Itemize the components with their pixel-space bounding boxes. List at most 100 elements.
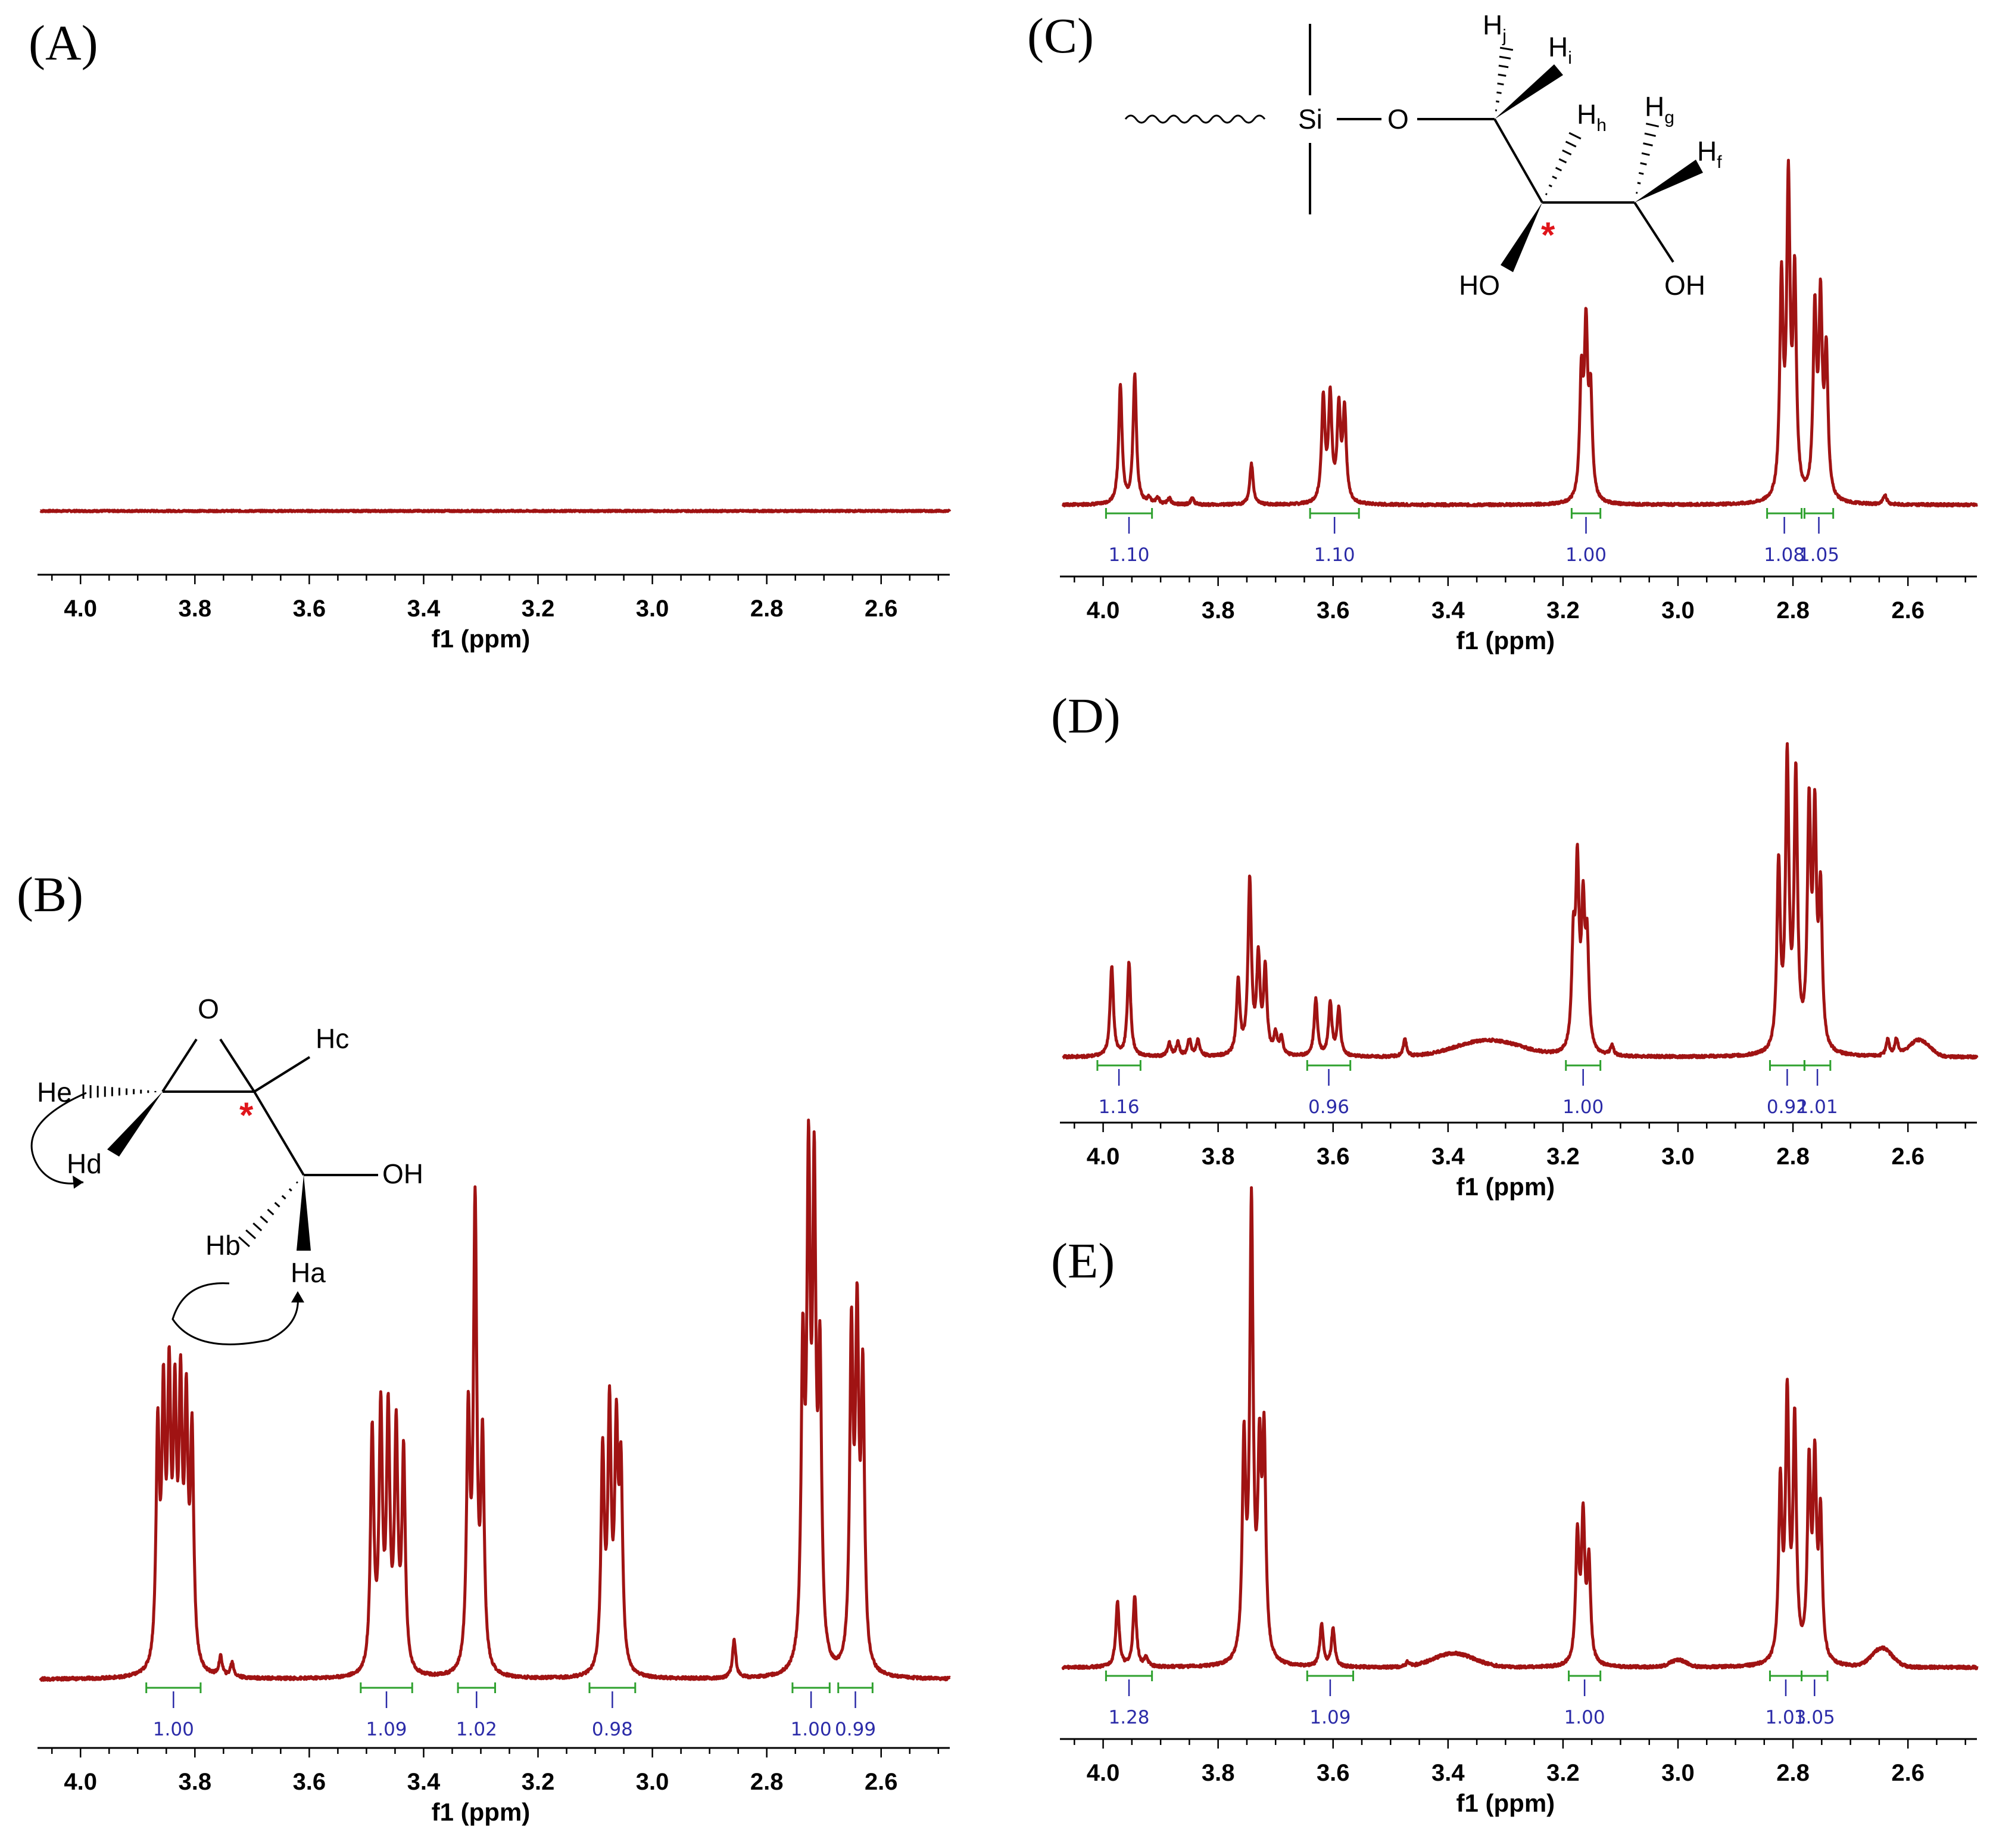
integral-value: 0.98	[592, 1719, 633, 1740]
stereocenter-star-c: *	[1541, 215, 1555, 255]
tick-label: 3.8	[1202, 597, 1235, 624]
tick-label: 3.4	[1431, 597, 1465, 624]
integral-d-3: 1.00	[1562, 1060, 1604, 1118]
integral-value: 1.00	[1564, 1707, 1605, 1728]
hash-bond-hj	[1495, 46, 1514, 111]
tick-label: 4.0	[1087, 1760, 1120, 1786]
integral-c-5: 1.05	[1798, 508, 1839, 566]
x-axis-title: f1 (ppm)	[432, 625, 531, 653]
tick-label: 3.4	[407, 596, 441, 622]
integral-b-2: 1.09	[360, 1682, 413, 1740]
integral-e-3: 1.00	[1564, 1671, 1605, 1728]
integral-c-1: 1.10	[1105, 508, 1153, 566]
hash-bond-hh	[1545, 132, 1582, 195]
integral-value: 1.00	[1565, 544, 1607, 566]
atom-hb: Hb	[205, 1230, 241, 1261]
panel-label-c: (C)	[1027, 8, 1094, 64]
integral-value: 1.05	[1794, 1707, 1835, 1728]
tick-label: 3.0	[1661, 1143, 1695, 1170]
tick-label: 4.0	[1087, 1143, 1120, 1170]
spectrum-line-a	[39, 509, 952, 513]
tick-label: 2.6	[1891, 597, 1925, 624]
tick-label: 2.8	[750, 1769, 784, 1795]
x-axis-e: 4.0 3.8 3.6 3.4 3.2 3.0 2.8 2.6 f1 (ppm)	[1060, 1738, 1977, 1817]
integral-value: 1.16	[1099, 1096, 1140, 1118]
tick-label: 2.8	[1776, 1760, 1810, 1786]
tick-label: 2.8	[1776, 597, 1810, 624]
integral-b-1: 1.00	[145, 1682, 202, 1740]
tick-label: 3.4	[1431, 1143, 1465, 1170]
panel-label-b: (B)	[17, 867, 83, 923]
panel-label-d: (D)	[1051, 688, 1121, 744]
tick-label: 2.6	[865, 596, 898, 622]
panel-c-spectrum: (C) 1.10 1.10 1.00 1.081.05 4.0 3.8 3.6 3.4 3.2 3.…	[1027, 8, 1978, 655]
tick-label: 2.8	[750, 596, 784, 622]
x-axis-title: f1 (ppm)	[1456, 627, 1555, 655]
atom-o-ether: O	[1387, 104, 1409, 135]
tick-label: 2.6	[1891, 1760, 1925, 1786]
structure-c-diol	[1124, 24, 1703, 272]
tick-label: 3.6	[1317, 597, 1350, 624]
atom-ho: HO	[1459, 270, 1500, 301]
tick-label: 3.0	[636, 1769, 669, 1795]
tick-label: 3.6	[293, 596, 326, 622]
integral-d-2: 0.96	[1306, 1060, 1352, 1118]
integral-value: 1.01	[1797, 1096, 1838, 1118]
integral-value: 1.09	[366, 1719, 407, 1740]
tick-label: 4.0	[1087, 597, 1120, 624]
tick-label: 3.6	[293, 1769, 326, 1795]
atom-hh: Hh	[1577, 99, 1607, 135]
tick-label: 3.2	[522, 1769, 555, 1795]
atom-oh: OH	[382, 1158, 423, 1189]
stereocenter-star-b: *	[239, 1095, 254, 1135]
integral-value: 1.28	[1109, 1707, 1150, 1728]
integral-c-2: 1.10	[1309, 508, 1360, 566]
integral-value: 1.00	[791, 1719, 832, 1740]
integral-c-4: 1.08	[1764, 508, 1805, 566]
atom-hf: Hf	[1697, 136, 1722, 172]
integral-value: 1.00	[1562, 1096, 1604, 1118]
tick-label: 3.8	[1202, 1143, 1235, 1170]
x-axis-c: 4.0 3.8 3.6 3.4 3.2 3.0 2.8 2.6 f1 (ppm)	[1060, 575, 1977, 655]
tick-label: 4.0	[64, 1769, 97, 1795]
spectrum-line-e	[1061, 1186, 1979, 1671]
x-axis-a: 4.0 3.8 3.6 3.4 3.2 3.0 2.8 2.6 f1 (ppm)	[38, 574, 950, 653]
atom-oh-terminal: OH	[1664, 270, 1705, 301]
tick-label: 3.8	[178, 1769, 211, 1795]
tick-label: 2.6	[1891, 1143, 1925, 1170]
integral-e-2: 1.09	[1306, 1671, 1355, 1728]
tick-label: 3.0	[1661, 1760, 1695, 1786]
integral-value: 1.03	[1765, 1707, 1806, 1728]
integral-value: 0.99	[835, 1719, 876, 1740]
tick-label: 2.6	[865, 1769, 898, 1795]
tick-label: 3.0	[636, 596, 669, 622]
tick-label: 3.2	[1546, 1143, 1580, 1170]
tick-label: 3.6	[1317, 1760, 1350, 1786]
integral-e-5: 1.05	[1794, 1671, 1835, 1728]
atom-hi: Hi	[1548, 32, 1572, 68]
atom-o-epoxide: O	[198, 993, 219, 1024]
integral-b-5: 1.00	[791, 1682, 832, 1740]
hash-bond-hg	[1636, 123, 1660, 194]
atom-ha: Ha	[291, 1257, 326, 1288]
atom-he: He	[37, 1077, 72, 1108]
panel-e-spectrum: (E) 1.28 1.09 1.00 1.031.05 4.0 3.8 3.6 3.4 3.2 3.…	[1051, 1186, 1979, 1817]
integral-c-3: 1.00	[1565, 508, 1607, 566]
tick-label: 3.4	[407, 1769, 441, 1795]
tick-label: 3.4	[1431, 1760, 1465, 1786]
panel-label-a: (A)	[29, 15, 98, 71]
integral-value: 1.10	[1109, 544, 1150, 566]
integral-value: 1.02	[456, 1719, 497, 1740]
atom-hj: Hj	[1483, 10, 1507, 46]
x-axis-title: f1 (ppm)	[432, 1798, 531, 1826]
integral-value: 1.10	[1314, 544, 1355, 566]
atom-hd: Hd	[67, 1148, 102, 1179]
x-axis-title: f1 (ppm)	[1456, 1173, 1555, 1201]
tick-label: 4.0	[64, 596, 97, 622]
integral-value: 1.08	[1764, 544, 1805, 566]
tick-label: 3.2	[1546, 1760, 1580, 1786]
panel-d-spectrum: (D) 1.16 0.96 1.00 0.921.01 4.0 3.8 3.6 3.4 3.2 3.…	[1051, 688, 1979, 1201]
tick-label: 3.2	[522, 596, 555, 622]
x-axis-d: 4.0 3.8 3.6 3.4 3.2 3.0 2.8 2.6 f1 (ppm)	[1060, 1121, 1977, 1201]
